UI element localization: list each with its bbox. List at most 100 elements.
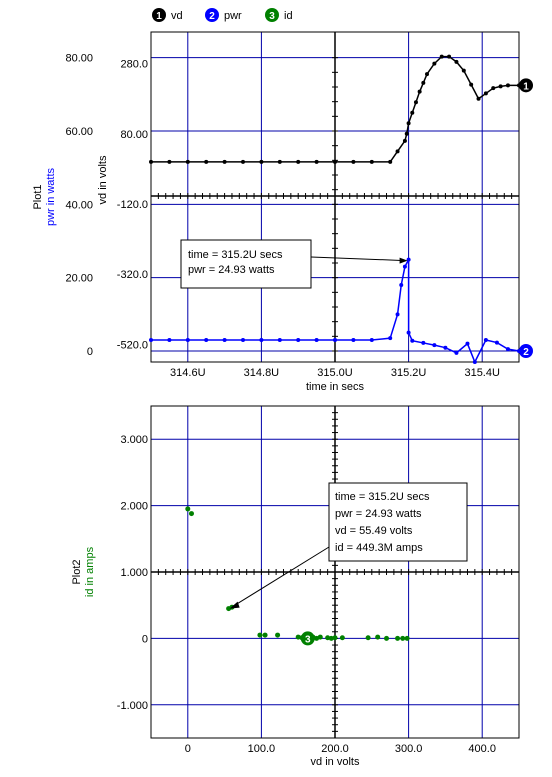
plot1-annotation-line: pwr = 24.93 watts <box>188 264 275 276</box>
series-vd-end-marker: 1 <box>519 78 533 93</box>
plot1-xlabel: time in secs <box>306 381 365 393</box>
plot1-vd-tick-label: -120.0 <box>117 199 148 211</box>
series-pwr-point <box>483 338 488 342</box>
series-pwr-point <box>296 338 301 342</box>
series-pwr-point <box>167 338 172 342</box>
series-pwr-point <box>494 340 499 345</box>
legend-marker-pwr: 2 <box>205 8 219 22</box>
series-vd-point <box>476 96 481 101</box>
legend-marker-id: 3 <box>265 8 279 22</box>
plot1-annotation-line: time = 315.2U secs <box>188 249 283 261</box>
series-id-point <box>185 506 191 512</box>
series-vd-point <box>296 159 301 164</box>
plot2-ytick-label: 1.000 <box>120 567 148 579</box>
series-id-point <box>375 634 381 640</box>
series-vd-end-marker-circle <box>519 78 533 93</box>
series-id-point <box>262 632 268 638</box>
plot1-pwr-label: pwr in watts <box>45 167 57 226</box>
plot1-xtick-label: 315.4U <box>464 367 500 379</box>
series-vd-point <box>149 159 153 164</box>
plot1-vd-tick-label: -520.0 <box>117 339 148 351</box>
plot2-title: Plot2 <box>71 559 83 584</box>
plot1-vd-tick-label: -320.0 <box>117 269 148 281</box>
series-vd-point <box>259 159 264 164</box>
series-pwr-point <box>454 350 459 355</box>
legend-marker-vd-circle <box>152 8 166 22</box>
series-pwr-point <box>388 336 393 341</box>
plot1-vd-tick-label: 280.0 <box>120 59 148 71</box>
legend-marker-vd-number: 1 <box>156 11 162 22</box>
series-pwr-point <box>432 343 437 348</box>
plot1-pwr-tick-label: 40.00 <box>65 199 93 211</box>
legend-label-vd: vd <box>171 10 183 22</box>
series-id-marker: 3 <box>300 631 315 646</box>
series-vd-point <box>413 100 418 105</box>
plot1-pwr-tick-label: 60.00 <box>65 126 93 138</box>
series-id-point <box>275 632 281 638</box>
series-pwr-point <box>259 338 264 342</box>
plot2-annotation-line: time = 315.2U secs <box>335 491 430 503</box>
plot2-xtick-label: 300.0 <box>395 743 423 755</box>
plot1-title: Plot1 <box>32 184 44 209</box>
series-vd-point <box>204 159 209 164</box>
series-id-point <box>395 635 401 641</box>
plot2-xtick-label: 200.0 <box>321 743 349 755</box>
series-pwr-point <box>410 338 415 343</box>
series-id-point <box>188 511 194 517</box>
series-vd-point <box>491 86 496 91</box>
series-vd-point <box>498 84 503 89</box>
plot2-ytick-label: -1.000 <box>117 700 148 712</box>
plot1-xtick-label: 315.2U <box>391 367 427 379</box>
legend-marker-vd: 1 <box>152 8 166 22</box>
plot1-xtick-label: 315.0U <box>317 367 353 379</box>
series-pwr-point <box>149 338 153 342</box>
series-pwr-end-marker: 2 <box>519 344 533 358</box>
series-vd-point <box>333 159 337 164</box>
plot1: 314.6U 314.8U 315.0U 315.2U 315.4U 80.00 60.00… <box>32 31 533 393</box>
series-id-point <box>257 632 263 638</box>
legend-marker-pwr-circle <box>205 8 219 22</box>
series-pwr-point <box>472 360 477 364</box>
plot2-annotation-line: id = 449.3M amps <box>335 542 423 554</box>
series-id-point <box>339 635 345 641</box>
series-id-marker-circle <box>300 631 315 646</box>
plot1-annotation-box <box>180 239 312 289</box>
series-pwr-end-marker-number: 2 <box>523 347 529 358</box>
series-pwr-point <box>465 341 470 346</box>
series-pwr-point <box>421 340 426 345</box>
plot1-pwr-tick-label: 20.00 <box>65 273 93 285</box>
series-vd-point <box>314 159 319 164</box>
plot1-xtick-label: 314.6U <box>170 367 206 379</box>
series-vd-point <box>432 61 437 66</box>
series-vd-point <box>483 91 488 96</box>
series-vd-point <box>447 54 452 59</box>
series-vd-point <box>417 89 422 94</box>
series-pwr-point <box>395 312 400 317</box>
legend-marker-id-circle <box>265 8 279 22</box>
plot1-pwr-tick-label: 80.00 <box>65 53 93 65</box>
series-vd-point <box>388 159 393 164</box>
series-id-point <box>332 635 338 641</box>
plot2-annotation-line: pwr = 24.93 watts <box>335 508 422 520</box>
series-pwr-point <box>505 347 510 352</box>
plot2-xtick-label: 0 <box>185 743 191 755</box>
plot2-annotation-leader <box>232 546 330 607</box>
series-pwr-point <box>222 338 227 342</box>
series-vd-point <box>222 159 227 164</box>
plot2-xtick-label: 100.0 <box>248 743 276 755</box>
plot1-pwr-tick-label: 0 <box>87 346 93 358</box>
series-id-point <box>384 635 390 641</box>
series-pwr-end-marker-circle <box>519 344 533 358</box>
series-pwr-point <box>314 338 319 342</box>
series-vd-point <box>439 54 444 59</box>
series-vd-point <box>421 80 426 85</box>
plot2-ylabel: id in amps <box>84 546 96 597</box>
series-vd-point <box>469 82 474 87</box>
legend-label-pwr: pwr <box>224 10 242 22</box>
plot2-ytick-label: 2.000 <box>120 501 148 513</box>
plot1-annotation-arrowhead <box>399 257 408 264</box>
series-vd-point <box>167 159 172 164</box>
series-pwr-point <box>406 330 411 335</box>
series-id-point <box>365 635 371 641</box>
plot2-ytick-label: 3.000 <box>120 434 148 446</box>
